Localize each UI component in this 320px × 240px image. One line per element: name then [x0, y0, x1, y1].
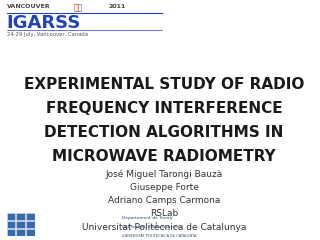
Text: Universitat Politècnica de Catalunya: Universitat Politècnica de Catalunya — [82, 222, 246, 232]
Bar — [26, 221, 35, 228]
Text: Giuseppe Forte: Giuseppe Forte — [130, 183, 198, 192]
Bar — [17, 229, 25, 236]
Text: 2011: 2011 — [109, 4, 126, 9]
Text: FREQUENCY INTERFERENCE: FREQUENCY INTERFERENCE — [46, 101, 282, 116]
Text: IGARSS: IGARSS — [7, 14, 81, 32]
Text: UNIVERSITAT POLITÈCNICA DE CATALUNYA: UNIVERSITAT POLITÈCNICA DE CATALUNYA — [122, 234, 196, 238]
Text: del Senyal i Comunicacions: del Senyal i Comunicacions — [122, 225, 181, 229]
Text: 仙台: 仙台 — [74, 4, 83, 13]
Text: RSLab: RSLab — [150, 209, 178, 218]
Text: DETECTION ALGORITHMS IN: DETECTION ALGORITHMS IN — [44, 125, 284, 140]
Text: VANCOUVER: VANCOUVER — [7, 4, 50, 9]
Text: 24-29 July, Vancouver, Canada: 24-29 July, Vancouver, Canada — [7, 32, 88, 37]
Bar — [7, 229, 15, 236]
Bar — [17, 213, 25, 220]
Bar — [26, 213, 35, 220]
Text: Adriano Camps Carmona: Adriano Camps Carmona — [108, 196, 220, 205]
Text: Departament de Teoria: Departament de Teoria — [122, 216, 172, 220]
Text: MICROWAVE RADIOMETRY: MICROWAVE RADIOMETRY — [52, 149, 276, 164]
Text: José Miguel Tarongi Bauzà: José Miguel Tarongi Bauzà — [105, 169, 223, 179]
Bar — [7, 221, 15, 228]
Bar — [17, 221, 25, 228]
Text: EXPERIMENTAL STUDY OF RADIO: EXPERIMENTAL STUDY OF RADIO — [24, 77, 304, 92]
Bar — [26, 229, 35, 236]
Bar — [7, 213, 15, 220]
